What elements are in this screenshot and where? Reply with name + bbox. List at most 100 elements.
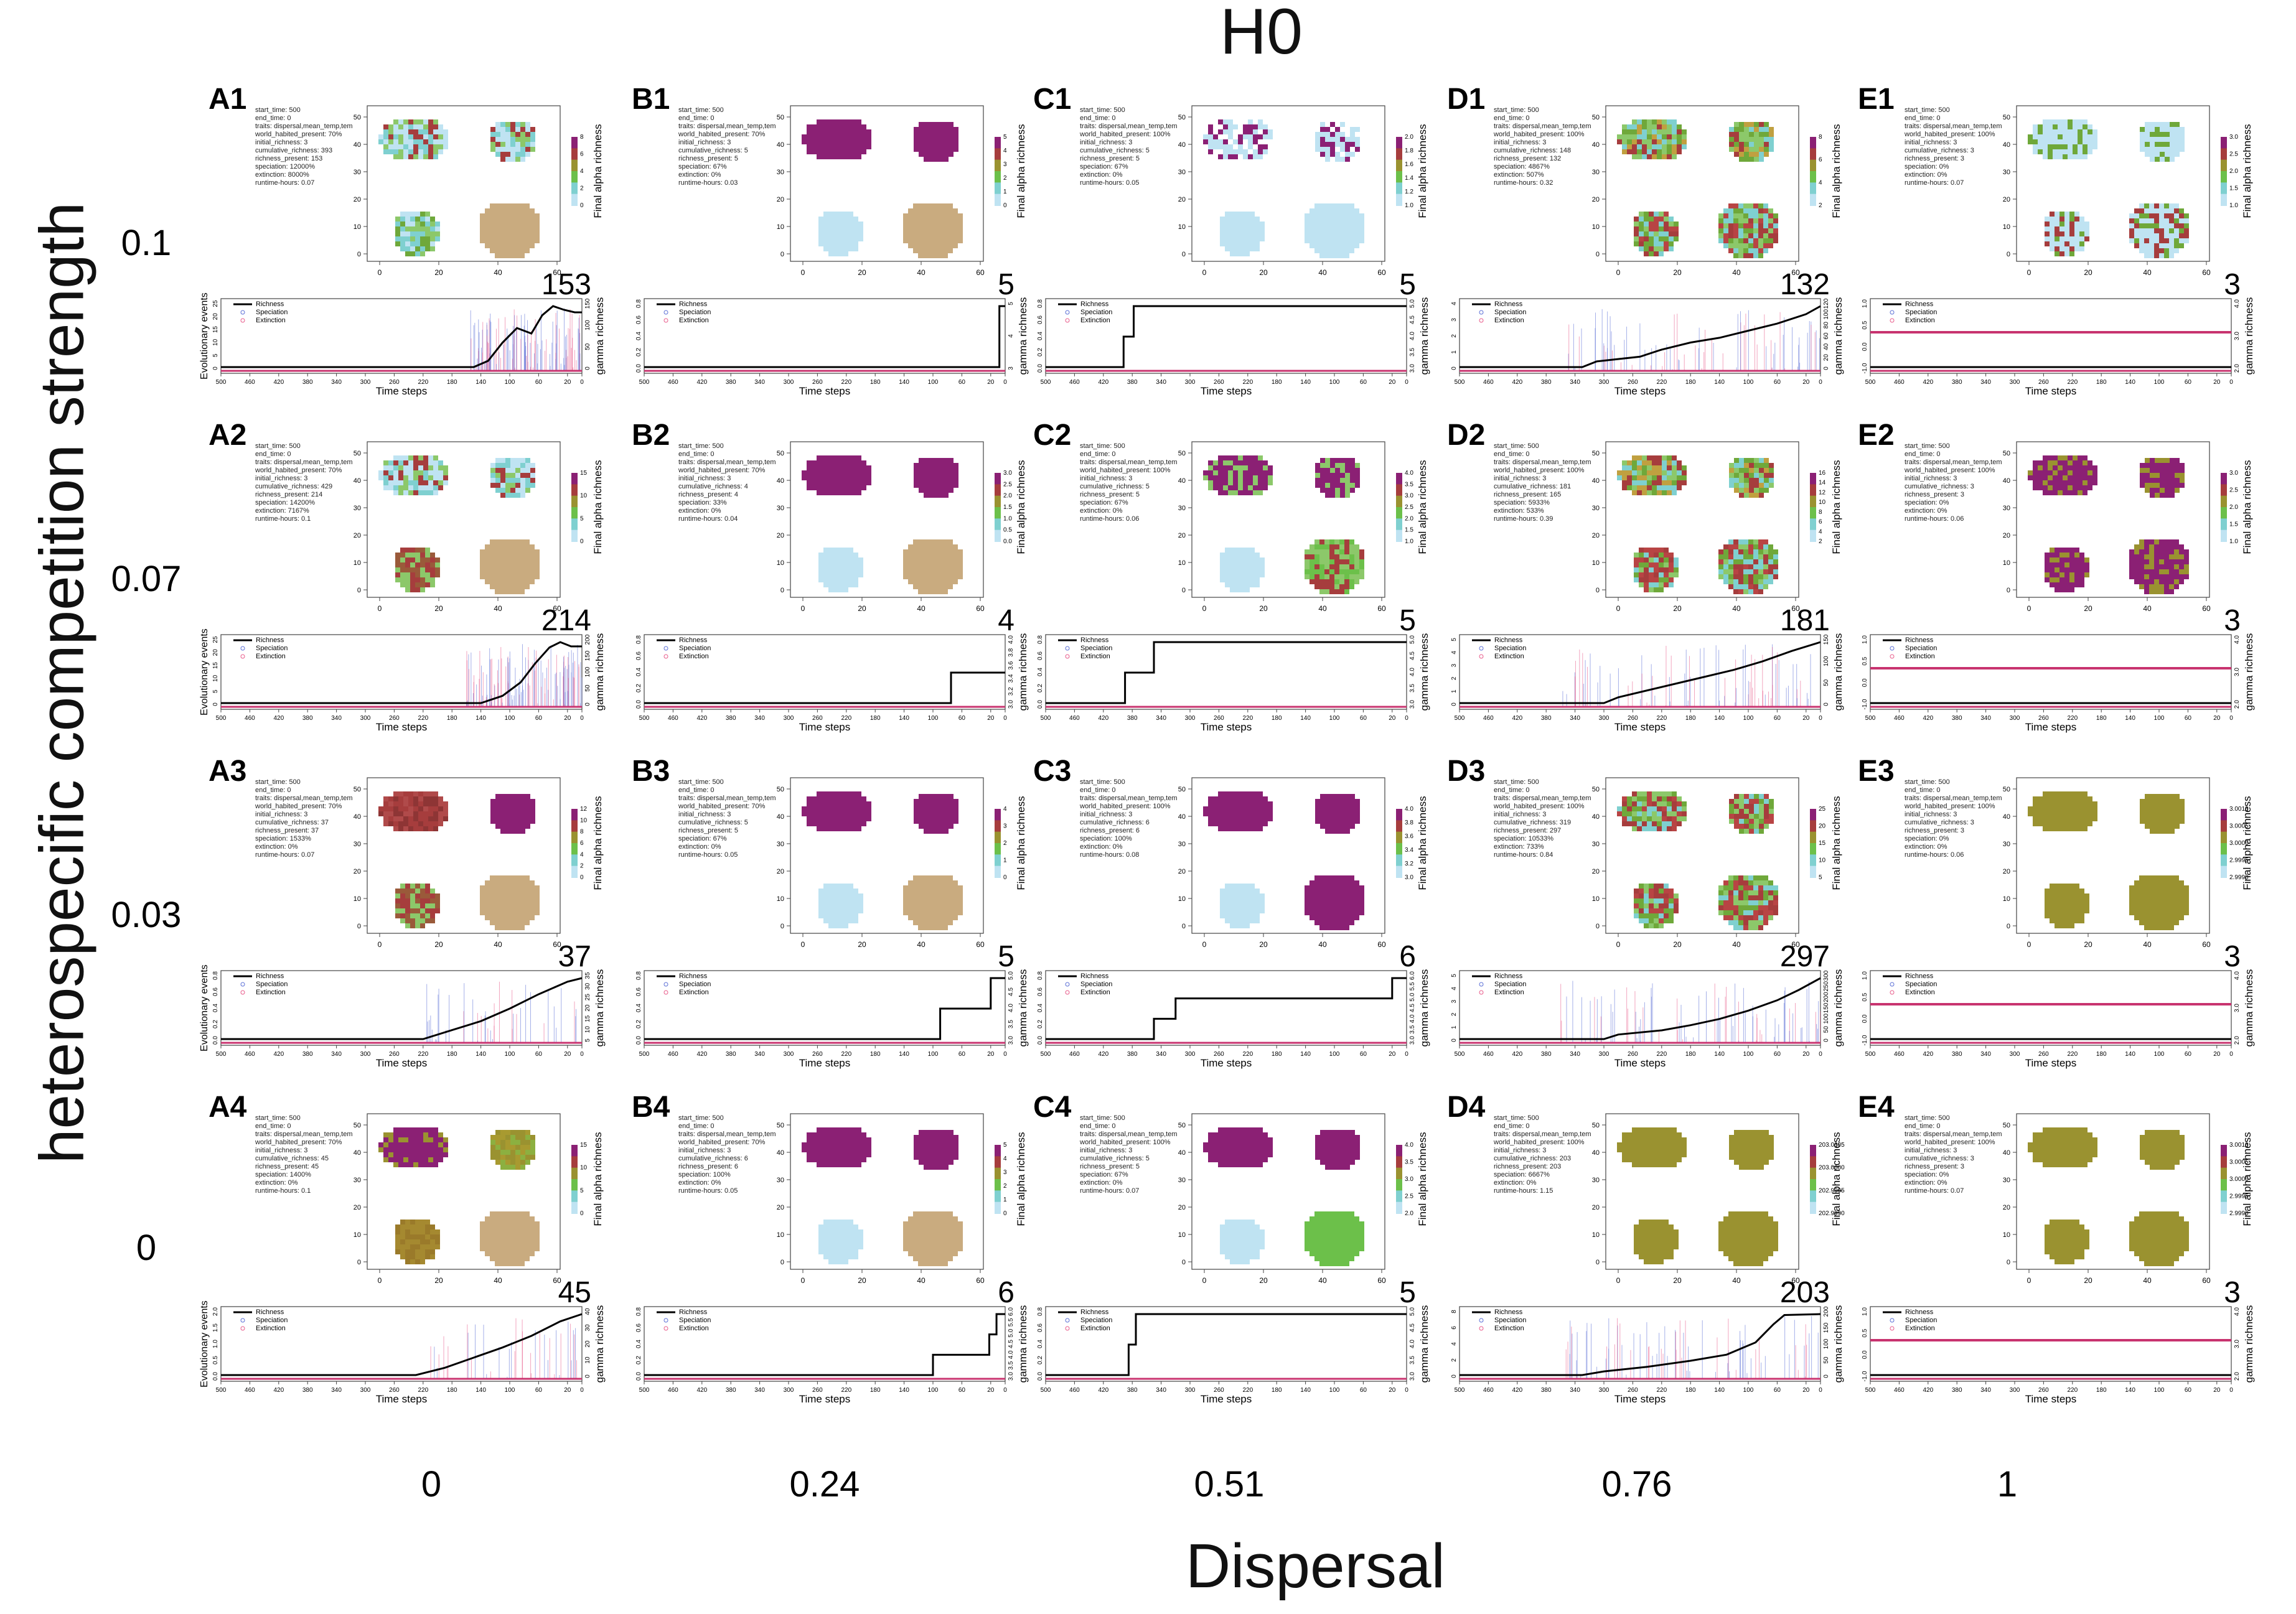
map-cell [928,569,933,574]
map-cell [1225,562,1230,567]
map-cell [405,582,410,587]
map-cell [1728,549,1733,554]
stat-line: richness_present: 5 [1080,491,1140,498]
ts-y-tick-label: 0.6 [1037,315,1044,324]
map-cell [1657,154,1662,159]
map-cell [1647,485,1652,490]
map-cell [923,539,928,544]
map-cell [2063,480,2068,485]
map-cell [1743,248,1748,253]
map-cell [929,152,934,157]
map-cell [1764,463,1769,468]
map-cell [1634,572,1639,577]
map-frame [1605,441,1799,598]
map-cell [1672,154,1677,159]
map-cell [2140,478,2145,483]
map-cell [1647,490,1652,495]
map-cell [1764,137,1769,142]
map-cell [1330,142,1335,147]
map-cell [1218,139,1223,144]
map-cell [938,554,943,559]
map-cell [1672,149,1677,154]
map-cell [1263,465,1268,470]
ts-y-tick-label: -1.0 [1862,699,1868,710]
colorbar-tick-label: 1.5 [1405,527,1413,534]
map-cell [1319,549,1324,554]
map-cell [2139,228,2144,233]
map-cell [2160,468,2165,473]
map-cell [913,243,918,248]
map-cell [1738,203,1743,208]
map-cell [388,480,393,485]
ts-x-tick-label: 260 [389,379,400,386]
map-cell [828,217,833,222]
stat-line: end_time: 0 [1905,450,1940,458]
map-cell [923,223,928,228]
map-cell [1250,222,1255,226]
map-cell [1728,248,1733,253]
map-cell [1728,554,1733,559]
ts-x-tick-label: 60 [2185,379,2192,386]
ts-y-tick-label: 0.0 [635,700,642,709]
map-cell [1758,559,1763,564]
map-cell [1769,483,1774,488]
map-cell [918,248,923,253]
stat-line: initial_richness: 3 [1494,139,1546,146]
final-gamma-richness: 5 [1399,604,1416,637]
map-cell [1344,574,1349,579]
map-cell [2145,458,2150,463]
map-cell [1718,223,1723,228]
ts-x-tick-label: 460 [245,715,255,722]
ts-y-tick-label: 1 [1451,689,1458,693]
stat-line: richness_present: 3 [1905,155,1964,162]
map-cell [2069,217,2074,222]
map-cell [1310,213,1314,218]
map-cell [861,480,866,485]
map-cell [1739,493,1744,498]
map-cell [1203,475,1208,480]
map-cell [939,478,944,483]
map-cell [2170,488,2175,493]
map-cell [1769,137,1774,142]
map-x-tick-label: 40 [1318,268,1327,277]
map-cell [2150,157,2155,162]
map-cell [490,483,495,488]
map-cell [510,814,515,819]
ts-x-tick-label: 60 [535,715,543,722]
map-cell [490,248,495,253]
map-cell [2074,231,2079,236]
map-cell [2154,218,2159,223]
map-cell [1349,243,1354,248]
map-cell [1734,463,1739,468]
map-cell [490,468,495,473]
legend-swatch [240,654,245,659]
map-cell [933,243,938,248]
map-cell [933,213,938,218]
map-cell [928,218,933,223]
map-cell [1235,548,1240,553]
legend-label: Extinction [1905,317,1935,324]
map-cell [428,806,433,811]
map-cell [2179,569,2184,574]
map-cell [1325,142,1330,147]
ts-y-tick-label: 0.6 [1037,651,1044,660]
map-cell [525,142,530,147]
map-cell [1245,241,1250,246]
map-cell [2073,144,2078,149]
map-cell [1647,129,1652,134]
map-cell [510,569,515,574]
map-cell [1324,243,1329,248]
map-cell [1350,142,1355,147]
map-cell [1642,480,1647,485]
map-cell [408,119,413,124]
map-cell [1749,142,1754,147]
stat-line: richness_present: 3 [1905,491,1964,498]
map-cell [2073,139,2078,144]
map-cell [827,129,832,134]
map-cell [924,473,929,478]
map-cell [1319,554,1324,559]
map-cell [520,203,525,208]
map-cell [400,557,405,562]
map-cell [2159,549,2164,554]
